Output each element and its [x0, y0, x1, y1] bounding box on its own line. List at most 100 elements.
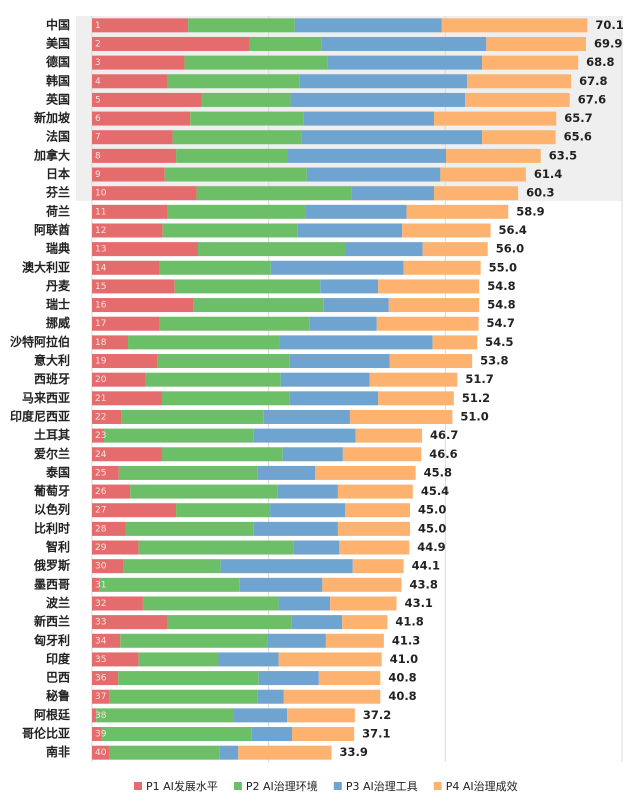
- bar-segment: [299, 74, 468, 89]
- bar-segment: [301, 130, 483, 145]
- bar-segment: [92, 186, 197, 201]
- category-label: 巴西: [46, 671, 70, 685]
- bar-segment: [378, 391, 454, 406]
- bar-segment: [96, 708, 235, 723]
- total-label: 37.2: [363, 708, 391, 722]
- rank-label: 27: [95, 506, 106, 516]
- total-label: 44.9: [417, 540, 445, 554]
- category-label: 以色列: [34, 502, 70, 517]
- category-label: 美国: [46, 35, 70, 50]
- rank-label: 38: [95, 711, 107, 721]
- bar-segment: [278, 596, 331, 611]
- category-label: 挪威: [46, 315, 70, 330]
- bar-segment: [92, 354, 158, 369]
- rank-label: 4: [95, 77, 101, 87]
- bar-segment: [337, 484, 413, 499]
- legend-label: P1 AI发展水平: [146, 779, 218, 793]
- bar-segment: [92, 18, 189, 33]
- rank-label: 14: [95, 263, 107, 273]
- rank-label: 32: [95, 599, 106, 609]
- bar-segment: [388, 298, 480, 313]
- category-label: 意大利: [34, 353, 70, 368]
- bar-segment: [220, 559, 353, 574]
- bar-segment: [465, 92, 570, 107]
- bar-segment: [253, 428, 356, 443]
- bar-segment: [406, 204, 509, 219]
- bar-segment: [92, 316, 160, 331]
- rank-label: 23: [95, 431, 106, 441]
- rank-label: 34: [95, 636, 107, 646]
- bar-segment: [128, 335, 280, 350]
- rank-label: 24: [95, 450, 107, 460]
- bar-segment: [188, 18, 295, 33]
- category-label: 瑞典: [46, 241, 70, 256]
- bar-segment: [92, 223, 163, 238]
- category-label: 马来西亚: [22, 390, 70, 405]
- category-label: 西班牙: [34, 371, 70, 386]
- total-label: 53.8: [480, 354, 508, 368]
- bar-segment: [219, 745, 239, 760]
- total-label: 56.4: [499, 223, 527, 237]
- bar-segment: [327, 55, 483, 70]
- bar-segment: [351, 186, 435, 201]
- bar-segment: [282, 447, 343, 462]
- rank-label: 20: [95, 375, 107, 385]
- total-label: 40.8: [388, 689, 416, 703]
- category-label: 俄罗斯: [33, 558, 70, 573]
- bar-segment: [446, 148, 541, 163]
- bar-segment: [174, 279, 321, 294]
- bar-segment: [321, 36, 487, 51]
- total-label: 51.7: [465, 372, 493, 386]
- total-label: 68.8: [586, 55, 614, 69]
- category-label: 波兰: [46, 595, 70, 610]
- total-label: 45.0: [418, 521, 446, 535]
- total-label: 54.7: [487, 316, 515, 330]
- legend-label: P4 AI治理成效: [446, 779, 518, 793]
- bar-segment: [378, 279, 480, 294]
- bar-segment: [157, 354, 290, 369]
- total-label: 46.7: [430, 428, 458, 442]
- bar-segment: [138, 540, 294, 555]
- bar-segment: [303, 111, 435, 126]
- bar-segment: [176, 503, 271, 518]
- bar-segment: [92, 633, 121, 648]
- bar-segment: [339, 540, 410, 555]
- bar-segment: [92, 559, 124, 574]
- category-label: 荷兰: [45, 203, 70, 218]
- bar-segment: [297, 223, 403, 238]
- bar-segment: [306, 167, 441, 182]
- bar-segment: [92, 465, 119, 480]
- bar-segment: [167, 615, 292, 630]
- bar-segment: [467, 74, 572, 89]
- bar-segment: [109, 689, 258, 704]
- bar-segment: [337, 521, 410, 536]
- bar-segment: [92, 708, 97, 723]
- rank-label: 7: [95, 133, 101, 143]
- bar-segment: [422, 242, 488, 257]
- total-label: 51.0: [460, 409, 488, 423]
- bar-segment: [355, 428, 423, 443]
- rank-label: 35: [95, 655, 106, 665]
- bar-segment: [172, 130, 302, 145]
- bar-segment: [92, 167, 165, 182]
- bar-segment: [92, 242, 198, 257]
- bar-segment: [176, 148, 288, 163]
- category-label: 南非: [46, 744, 70, 759]
- total-label: 54.5: [485, 335, 513, 349]
- bar-segment: [196, 186, 352, 201]
- bar-segment: [440, 167, 526, 182]
- bar-segment: [287, 148, 447, 163]
- category-label: 法国: [46, 129, 70, 144]
- bar-segment: [92, 391, 162, 406]
- total-label: 40.8: [388, 671, 416, 685]
- bar-segment: [434, 186, 519, 201]
- bar-segment: [92, 204, 168, 219]
- bar-segment: [270, 260, 404, 275]
- total-label: 63.5: [549, 148, 577, 162]
- bar-segment: [120, 633, 268, 648]
- total-label: 67.6: [578, 92, 606, 106]
- rank-label: 26: [95, 487, 107, 497]
- total-label: 69.9: [594, 36, 622, 50]
- total-label: 70.1: [595, 18, 623, 32]
- bar-segment: [92, 130, 173, 145]
